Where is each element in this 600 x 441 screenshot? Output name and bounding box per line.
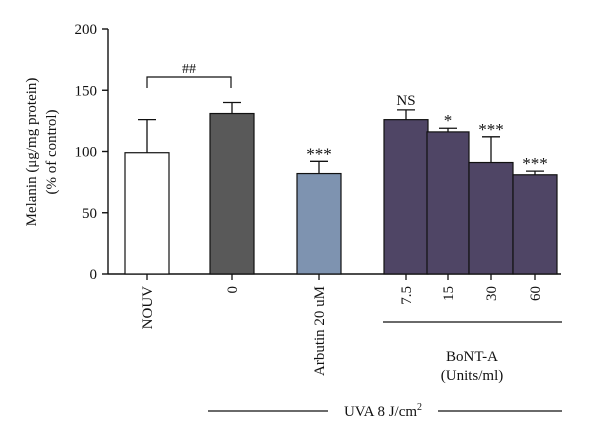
y-tick-label: 100 (75, 145, 98, 161)
bars-group: ***NS* ****** (124, 93, 558, 275)
uva-label-superscript: 2 (417, 402, 422, 413)
y-axis-label-line2: (% of control) (44, 110, 60, 195)
bar-2 (209, 112, 255, 275)
bar-1 (124, 152, 170, 275)
y-tick-label: 150 (75, 83, 98, 99)
significance-label: * (444, 111, 453, 130)
bar-5 (426, 131, 470, 275)
bar-6 (468, 161, 514, 275)
x-tick-label: 15 (441, 286, 457, 301)
significance-label: NS (396, 93, 415, 109)
bar-7 (512, 174, 558, 275)
x-tick-label: 0 (225, 286, 241, 294)
uva-label: UVA 8 J/cm2 (344, 402, 422, 420)
x-tick-labels: NOUV 0 Arbutin 20 uM 7.5 15 30 60 (140, 274, 544, 376)
comparison-bracket (146, 76, 232, 88)
x-tick-label: 60 (528, 286, 544, 301)
significance-label: *** (522, 154, 548, 173)
y-ticks: 0 50 100 150 200 (75, 22, 108, 283)
y-axis-label-line1: Melanin (μg/mg protein) (24, 78, 40, 227)
uva-label-text: UVA 8 J/cm (344, 404, 417, 420)
significance-label: *** (478, 120, 504, 139)
y-tick-label: 200 (75, 22, 98, 38)
bont-group-label-line2: (Units/ml) (441, 368, 504, 384)
bar-3 (296, 172, 342, 275)
x-tick-label: NOUV (140, 286, 156, 329)
y-tick-label: 50 (82, 206, 97, 222)
bont-group-label-line1: BoNT-A (446, 349, 498, 365)
bar-4 (383, 119, 429, 275)
x-tick-label: 30 (484, 286, 500, 301)
x-tick-label: 7.5 (399, 286, 415, 305)
x-tick-label: Arbutin 20 uM (312, 286, 328, 376)
significance-label: *** (306, 144, 332, 163)
y-tick-label: 0 (90, 267, 98, 283)
comparison-label: ## (182, 62, 196, 77)
